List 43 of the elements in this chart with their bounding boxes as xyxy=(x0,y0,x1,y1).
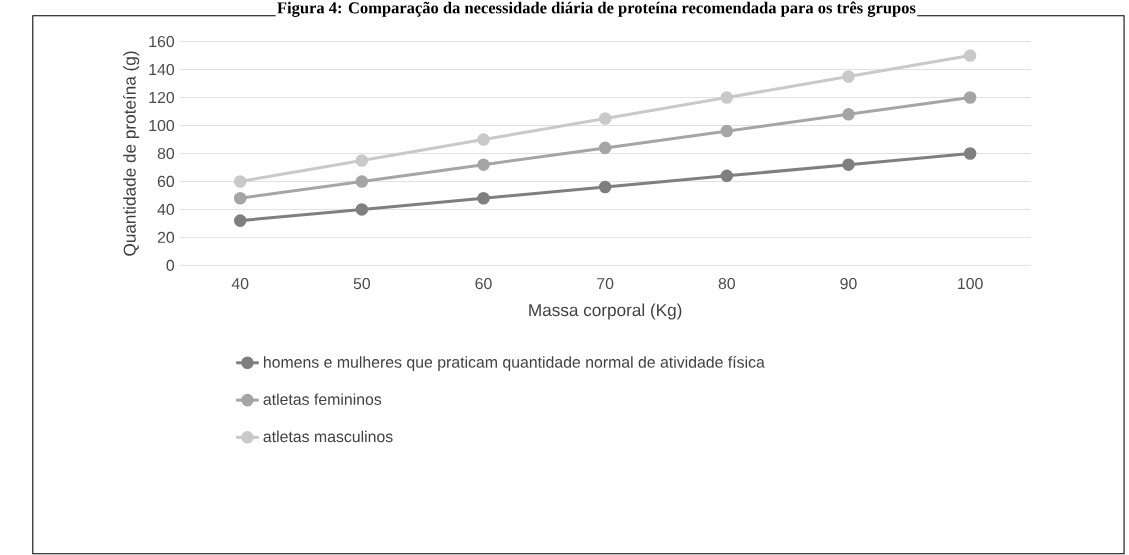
point xyxy=(720,91,734,105)
point xyxy=(233,192,247,205)
y-tick-label: 140 xyxy=(149,64,175,76)
x-tick-label: 80 xyxy=(718,278,736,290)
point xyxy=(355,154,369,167)
x-tick-label: 50 xyxy=(353,278,371,290)
point xyxy=(598,181,612,194)
legend-label: atletas masculinos xyxy=(263,430,393,443)
point xyxy=(355,203,369,216)
y-tick-label: 80 xyxy=(157,148,175,160)
chart-title: Figura 4: Comparação da necessidade diária de proteína recomendada para os três grupos xyxy=(277,1,916,18)
point xyxy=(720,169,734,183)
y-tick-label: 40 xyxy=(157,204,175,216)
legend-label: homens e mulheres que praticam quantidade normal de atividade física xyxy=(263,356,765,372)
point xyxy=(477,133,490,146)
point xyxy=(842,70,855,84)
point xyxy=(963,147,977,160)
point xyxy=(842,158,855,172)
x-tick-label: 40 xyxy=(231,278,249,290)
point xyxy=(720,125,734,138)
legend-label: atletas femininos xyxy=(263,393,382,406)
x-axis-title: Massa corporal (Kg) xyxy=(529,303,682,320)
point xyxy=(477,158,490,172)
point xyxy=(598,141,612,155)
point xyxy=(598,112,612,126)
point xyxy=(477,192,490,205)
point xyxy=(233,175,247,188)
x-tick-label: 60 xyxy=(475,278,492,290)
y-tick-label: 0 xyxy=(166,260,175,272)
y-tick-label: 160 xyxy=(149,36,175,48)
x-tick-label: 100 xyxy=(958,278,983,290)
point xyxy=(963,91,977,105)
y-axis-title: Quantidade de proteína (g) xyxy=(123,51,140,256)
y-tick-label: 20 xyxy=(157,232,175,244)
y-tick-label: 120 xyxy=(149,92,175,104)
x-tick-label: 90 xyxy=(840,278,857,290)
y-tick-label: 60 xyxy=(157,176,175,188)
x-tick-label: 70 xyxy=(597,278,614,290)
point xyxy=(355,175,369,188)
point xyxy=(842,108,855,121)
y-tick-label: 100 xyxy=(149,120,175,132)
point xyxy=(233,214,247,228)
point xyxy=(963,49,977,63)
